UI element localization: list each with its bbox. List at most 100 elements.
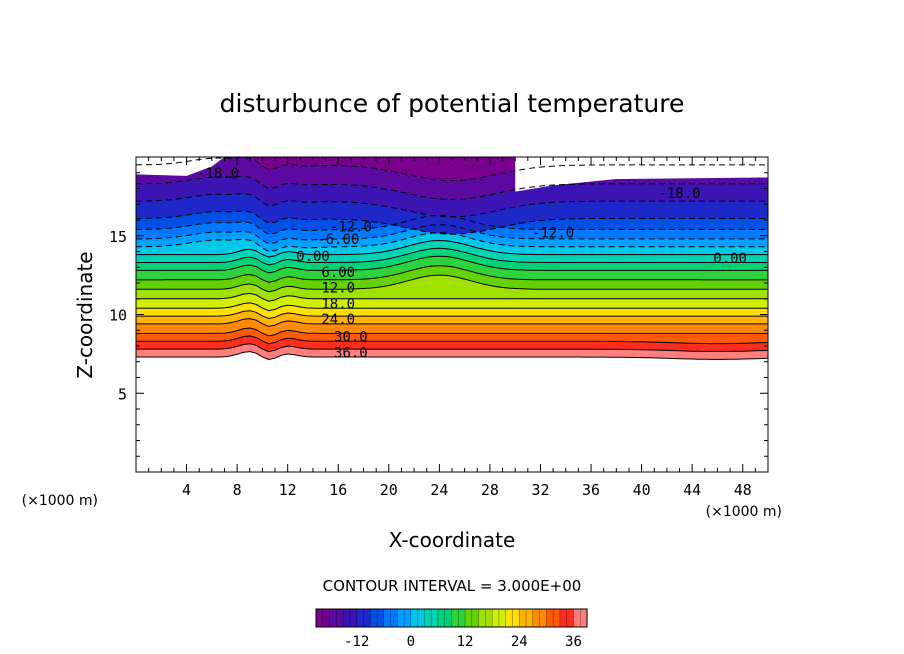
colorbar-swatch: [322, 609, 331, 627]
colorbar-swatch: [404, 609, 412, 627]
colorbar-swatch: [424, 609, 432, 627]
contour-label: 0.00: [296, 249, 330, 265]
contour-line: [136, 224, 768, 245]
colorbar-swatch: [316, 609, 324, 627]
colorbar-frame: [315, 608, 588, 628]
colorbar-swatch: [505, 609, 514, 627]
colorbar-swatch: [498, 609, 507, 627]
contour-line: [136, 343, 768, 353]
colorbar-swatch: [343, 609, 351, 627]
colorbar-swatch: [539, 609, 547, 627]
contour-line: [136, 255, 768, 274]
contour-line: [136, 318, 768, 327]
blank-region: [515, 157, 768, 192]
colorbar-swatch: [431, 609, 439, 627]
contour-line: [136, 265, 768, 283]
contour-label: 30.0: [334, 330, 368, 346]
x-tick-label: 4: [182, 481, 191, 499]
colorbar-swatch: [465, 609, 473, 627]
contour-line: [136, 310, 768, 320]
contour-line: [136, 247, 768, 266]
colorbar-tick-label: 0: [407, 634, 415, 650]
colorbar-swatch: [546, 609, 554, 627]
plot-area: -18.0-18.0-12.0 -12.0-6.000.00 0.006.0012.…: [109, 156, 769, 499]
colorbar-swatch: [458, 609, 466, 627]
y-tick-label: 5: [118, 385, 127, 403]
colorbar-swatch: [376, 609, 385, 627]
colorbar: -12 0 12 24 36: [315, 608, 588, 650]
contour-line: [136, 239, 768, 258]
contour-label: -6.00: [317, 232, 359, 248]
contour-line: [136, 335, 768, 345]
contour-label: -18.0: [658, 186, 700, 202]
colorbar-swatch: [580, 609, 588, 627]
contour-fills: [136, 157, 768, 472]
colorbar-swatch: [349, 609, 358, 627]
colorbar-swatch: [390, 609, 398, 627]
contour-label: 6.00: [321, 265, 355, 281]
colorbar-swatch: [566, 609, 575, 627]
colorbar-swatch: [573, 609, 581, 627]
contour-line: [136, 327, 768, 337]
contour-line: [136, 302, 768, 312]
contour-line: [136, 210, 768, 235]
colorbar-tick-label: 24: [511, 634, 528, 650]
colorbar-swatch: [553, 609, 561, 627]
colorbar-swatch: [471, 609, 480, 627]
x-tick-label: 44: [683, 481, 701, 499]
colorbar-swatch: [363, 609, 371, 627]
colorbar-swatch: [437, 609, 446, 627]
contour-label: -18.0: [197, 166, 239, 182]
colorbar-swatch: [417, 609, 425, 627]
y-tick-label: 15: [109, 228, 127, 246]
contour-lines: [136, 157, 768, 361]
x-tick-label: 36: [582, 481, 600, 499]
contour-line: [136, 175, 768, 201]
contour-line: [136, 351, 768, 361]
contour-label: 18.0: [321, 296, 355, 312]
x-tick-label: 12: [279, 481, 297, 499]
contour-interval-label: CONTOUR INTERVAL = 3.000E+00: [323, 577, 582, 595]
colorbar-tick-label: 36: [565, 634, 582, 650]
x-tick-label: 8: [233, 481, 242, 499]
colorbar-tick-label: -12: [344, 634, 369, 650]
contour-label: 36.0: [334, 345, 368, 361]
y-axis-label: Z-coordinate: [73, 251, 97, 378]
contour-line: [136, 292, 768, 302]
x-axis-label: X-coordinate: [389, 528, 516, 552]
x-tick-label: 24: [430, 481, 448, 499]
colorbar-swatch: [336, 609, 344, 627]
x-tick-label: 16: [329, 481, 347, 499]
x-tick-label: 20: [380, 481, 398, 499]
contour-label: -12.0: [330, 219, 372, 235]
x-tick-label: 40: [633, 481, 651, 499]
contour-line: [136, 157, 768, 182]
colorbar-swatch: [559, 609, 568, 627]
contour-line: [136, 193, 768, 218]
colorbar-swatch: [451, 609, 459, 627]
contour-label: -12.0: [532, 226, 574, 242]
colorbar-swatch: [329, 609, 337, 627]
colorbar-swatch: [512, 609, 520, 627]
colorbar-swatch: [383, 609, 392, 627]
x-tick-label: 32: [531, 481, 549, 499]
contour-line: [136, 274, 768, 293]
colorbar-swatch: [356, 609, 365, 627]
y-tick-label: 10: [109, 307, 127, 325]
x-tick-label: 28: [481, 481, 499, 499]
colorbar-swatch: [519, 609, 527, 627]
chart-title: disturbunce of potential temperature: [220, 89, 685, 118]
contour-label: 0.00: [713, 251, 747, 267]
colorbar-swatch: [370, 609, 378, 627]
colorbar-swatch: [492, 609, 500, 627]
colorbar-swatch: [532, 609, 541, 627]
colorbar-swatch: [526, 609, 534, 627]
blank-region: [136, 157, 225, 176]
colorbar-swatch: [397, 609, 405, 627]
colorbar-swatch: [485, 609, 493, 627]
colorbar-swatch: [478, 609, 486, 627]
x-unit-label-left: (×1000 m): [22, 493, 98, 509]
colorbar-swatch: [410, 609, 419, 627]
colorbar-tick-label: 12: [457, 634, 474, 650]
